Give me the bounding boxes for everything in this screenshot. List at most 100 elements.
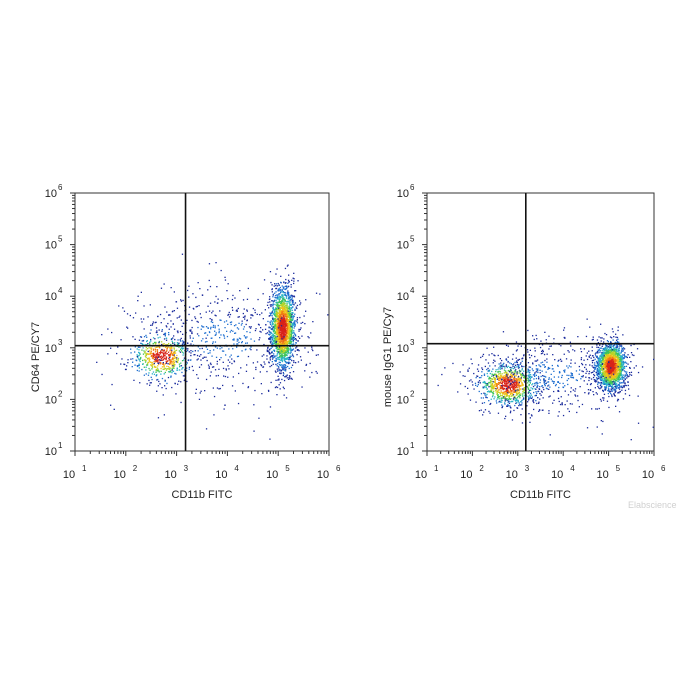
event-dot	[200, 364, 203, 366]
event-dot	[227, 313, 230, 316]
event-dot	[283, 337, 285, 340]
event-dot	[232, 339, 234, 341]
event-dot	[288, 323, 290, 326]
event-dot	[501, 399, 503, 401]
event-dot	[282, 357, 285, 359]
event-dot	[277, 326, 279, 328]
event-dot	[277, 314, 279, 317]
event-dot	[486, 372, 488, 375]
event-dot	[511, 391, 513, 393]
event-dot	[498, 398, 500, 400]
event-dot	[538, 378, 540, 380]
event-dot	[270, 381, 272, 384]
event-dot	[180, 350, 183, 352]
event-dot	[504, 395, 506, 397]
event-dot	[158, 370, 160, 372]
event-dot	[176, 357, 178, 359]
event-dot	[169, 314, 171, 316]
event-dot	[514, 404, 516, 407]
event-dot	[212, 341, 214, 343]
event-dot	[268, 337, 270, 340]
event-dot	[177, 357, 180, 360]
event-dot	[179, 351, 182, 353]
event-dot	[510, 372, 512, 375]
event-dot	[289, 314, 291, 317]
event-dot	[111, 383, 113, 386]
event-dot	[516, 380, 518, 382]
event-dot	[266, 370, 268, 373]
event-dot	[238, 316, 240, 318]
event-dot	[136, 348, 138, 350]
event-dot	[107, 328, 109, 330]
event-dot	[588, 355, 590, 358]
event-dot	[181, 368, 183, 370]
event-dot	[518, 390, 520, 392]
event-dot	[529, 369, 531, 372]
event-dot	[512, 384, 514, 387]
event-dot	[233, 325, 236, 327]
event-dot	[301, 335, 303, 337]
event-dot	[513, 381, 516, 383]
event-dot	[175, 349, 178, 351]
event-dot	[511, 375, 513, 377]
event-dot	[278, 340, 280, 342]
event-dot	[275, 287, 277, 290]
event-dot	[161, 330, 163, 332]
event-dot	[165, 339, 168, 341]
event-dot	[275, 311, 277, 313]
event-dot	[194, 317, 197, 320]
event-dot	[268, 330, 270, 332]
event-dot	[183, 341, 185, 343]
event-dot	[615, 333, 617, 335]
event-dot	[177, 330, 179, 332]
event-dot	[150, 350, 152, 353]
event-dot	[288, 325, 290, 327]
event-dot	[286, 313, 288, 316]
event-dot	[497, 383, 500, 385]
event-dot	[156, 334, 159, 336]
event-dot	[483, 373, 486, 375]
event-dot	[286, 319, 288, 321]
event-dot	[327, 314, 329, 316]
event-dot	[229, 361, 231, 363]
event-dot	[180, 300, 183, 302]
event-dot	[522, 398, 525, 400]
event-dot	[229, 356, 231, 358]
event-dot	[494, 387, 496, 390]
event-dot	[285, 322, 287, 325]
event-dot	[297, 361, 300, 363]
event-dot	[519, 363, 522, 365]
event-dot	[163, 318, 165, 320]
event-dot	[234, 332, 237, 334]
event-dot	[180, 319, 182, 321]
event-dot	[516, 366, 518, 368]
event-dot	[547, 385, 549, 387]
event-dot	[280, 346, 282, 348]
event-dot	[276, 336, 278, 339]
event-dot	[288, 302, 290, 304]
event-dot	[285, 323, 287, 326]
event-dot	[284, 282, 287, 284]
event-dot	[268, 298, 271, 301]
event-dot	[286, 347, 288, 350]
event-dot	[483, 374, 486, 376]
event-dot	[276, 394, 278, 396]
event-dot	[277, 306, 279, 308]
event-dot	[276, 301, 279, 303]
event-dot	[250, 317, 252, 319]
event-dot	[201, 326, 204, 328]
event-dot	[148, 372, 150, 374]
event-dot	[280, 314, 282, 317]
event-dot	[613, 346, 615, 348]
event-dot	[277, 324, 280, 326]
event-dot	[151, 363, 153, 365]
event-dot	[296, 319, 298, 321]
event-dot	[512, 382, 514, 384]
event-dot	[293, 282, 295, 285]
event-dot	[143, 336, 146, 338]
event-dot	[296, 317, 299, 319]
event-dot	[528, 384, 530, 386]
event-dot	[499, 372, 501, 375]
event-dot	[224, 276, 226, 278]
event-dot	[272, 318, 274, 320]
